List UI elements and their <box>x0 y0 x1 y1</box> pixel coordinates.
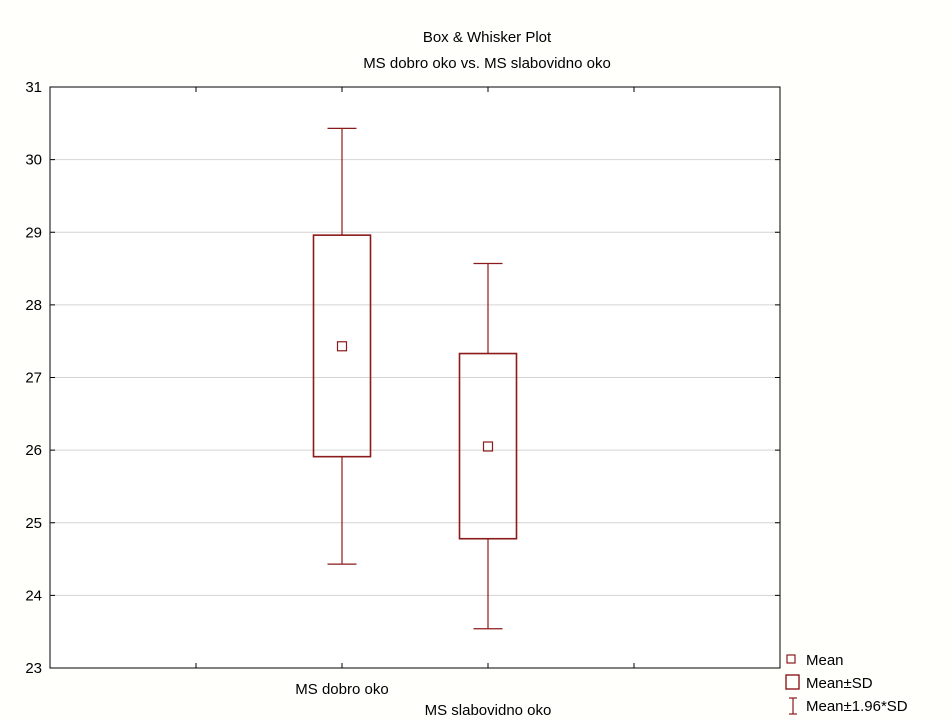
sd-box <box>312 234 372 458</box>
mean-marker <box>336 341 348 352</box>
legend-mean-label: Mean <box>806 652 844 669</box>
x-axis: MS dobro oko MS slabovidno oko <box>195 87 635 719</box>
mean-marker <box>482 441 494 452</box>
legend: Mean Mean±SD Mean±1.96*SD <box>785 652 908 715</box>
legend-whisker-marker <box>789 697 797 715</box>
y-tick-label: 31 <box>25 79 42 96</box>
x-category-label: MS dobro oko <box>295 681 388 698</box>
y-tick-label: 27 <box>25 370 42 387</box>
y-tick-label: 26 <box>25 442 42 459</box>
sd-box <box>458 352 518 540</box>
legend-sd-marker <box>785 674 800 690</box>
y-tick-label: 30 <box>25 152 42 169</box>
y-axis: 23 24 25 26 27 28 29 30 31 <box>25 79 780 677</box>
boxes-layer <box>312 127 518 630</box>
box-group <box>458 262 518 630</box>
chart-title: Box & Whisker Plot <box>423 29 552 46</box>
legend-mean-marker <box>786 654 796 664</box>
y-tick-label: 25 <box>25 515 42 532</box>
box-group <box>312 127 372 565</box>
y-tick-label: 28 <box>25 297 42 314</box>
y-tick-label: 29 <box>25 224 42 241</box>
legend-sd-label: Mean±SD <box>806 675 873 692</box>
y-tick-label: 23 <box>25 660 42 677</box>
chart-subtitle: MS dobro oko vs. MS slabovidno oko <box>363 55 611 72</box>
legend-whisker-label: Mean±1.96*SD <box>806 698 908 715</box>
x-category-label: MS slabovidno oko <box>425 702 552 719</box>
gridlines <box>50 159 780 596</box>
y-tick-label: 24 <box>25 587 42 604</box>
